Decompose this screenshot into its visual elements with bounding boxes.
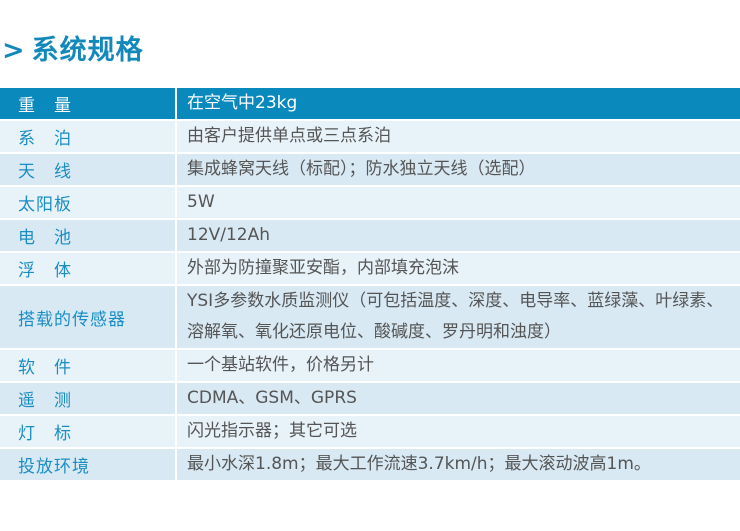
spec-label: 重 量 xyxy=(0,88,177,121)
spec-value: 5W xyxy=(176,186,740,220)
spec-value: 最小水深1.8m；最大工作流速3.7km/h；最大滚动波高1m。 xyxy=(176,448,740,482)
table-row: 灯 标闪光指示器；其它可选 xyxy=(0,415,740,449)
table-row: 太阳板 5W xyxy=(0,186,740,220)
spec-label: 遥 测 xyxy=(0,382,177,416)
spec-value: 一个基站软件，价格另计 xyxy=(176,349,740,383)
spec-label: 软 件 xyxy=(0,349,177,383)
spec-table: 重 量在空气中23kg 系 泊由客户提供单点或三点系泊 天 线集成蜂窝天线（标配… xyxy=(0,88,740,482)
spec-label: 电 池 xyxy=(0,219,177,253)
spec-label: 灯 标 xyxy=(0,415,177,449)
table-row: 天 线集成蜂窝天线（标配）；防水独立天线（选配） xyxy=(0,153,740,187)
spec-value: YSI多参数水质监测仪（可包括温度、深度、电导率、蓝绿藻、叶绿素、溶解氧、氧化还… xyxy=(176,285,740,350)
spec-value: 由客户提供单点或三点系泊 xyxy=(176,120,740,154)
table-row: 系 泊由客户提供单点或三点系泊 xyxy=(0,120,740,154)
table-row: 投放环境 最小水深1.8m；最大工作流速3.7km/h；最大滚动波高1m。 xyxy=(0,448,740,482)
spec-label: 天 线 xyxy=(0,153,177,187)
table-row: 遥 测 CDMA、GSM、GPRS xyxy=(0,382,740,416)
table-row: 浮 体外部为防撞聚亚安酯，内部填充泡沫 xyxy=(0,252,740,286)
spec-value: 集成蜂窝天线（标配）；防水独立天线（选配） xyxy=(176,153,740,187)
spec-value: CDMA、GSM、GPRS xyxy=(176,382,740,416)
spec-label: 太阳板 xyxy=(0,186,177,220)
section-title: > 系统规格 xyxy=(2,35,144,66)
spec-value: 闪光指示器；其它可选 xyxy=(176,415,740,449)
spec-label: 系 泊 xyxy=(0,120,177,154)
spec-label: 投放环境 xyxy=(0,448,177,482)
spec-value: 在空气中23kg xyxy=(176,88,740,121)
spec-label: 搭载的传感器 xyxy=(0,285,177,350)
spec-value: 12V/12Ah xyxy=(176,219,740,253)
spec-value: 外部为防撞聚亚安酯，内部填充泡沫 xyxy=(176,252,740,286)
table-row: 搭载的传感器 YSI多参数水质监测仪（可包括温度、深度、电导率、蓝绿藻、叶绿素、溶… xyxy=(0,285,740,350)
table-row: 软 件一个基站软件，价格另计 xyxy=(0,349,740,383)
spec-label: 浮 体 xyxy=(0,252,177,286)
table-row: 重 量在空气中23kg xyxy=(0,88,740,121)
chevron-right-icon: > xyxy=(2,35,26,66)
table-row: 电 池 12V/12Ah xyxy=(0,219,740,253)
